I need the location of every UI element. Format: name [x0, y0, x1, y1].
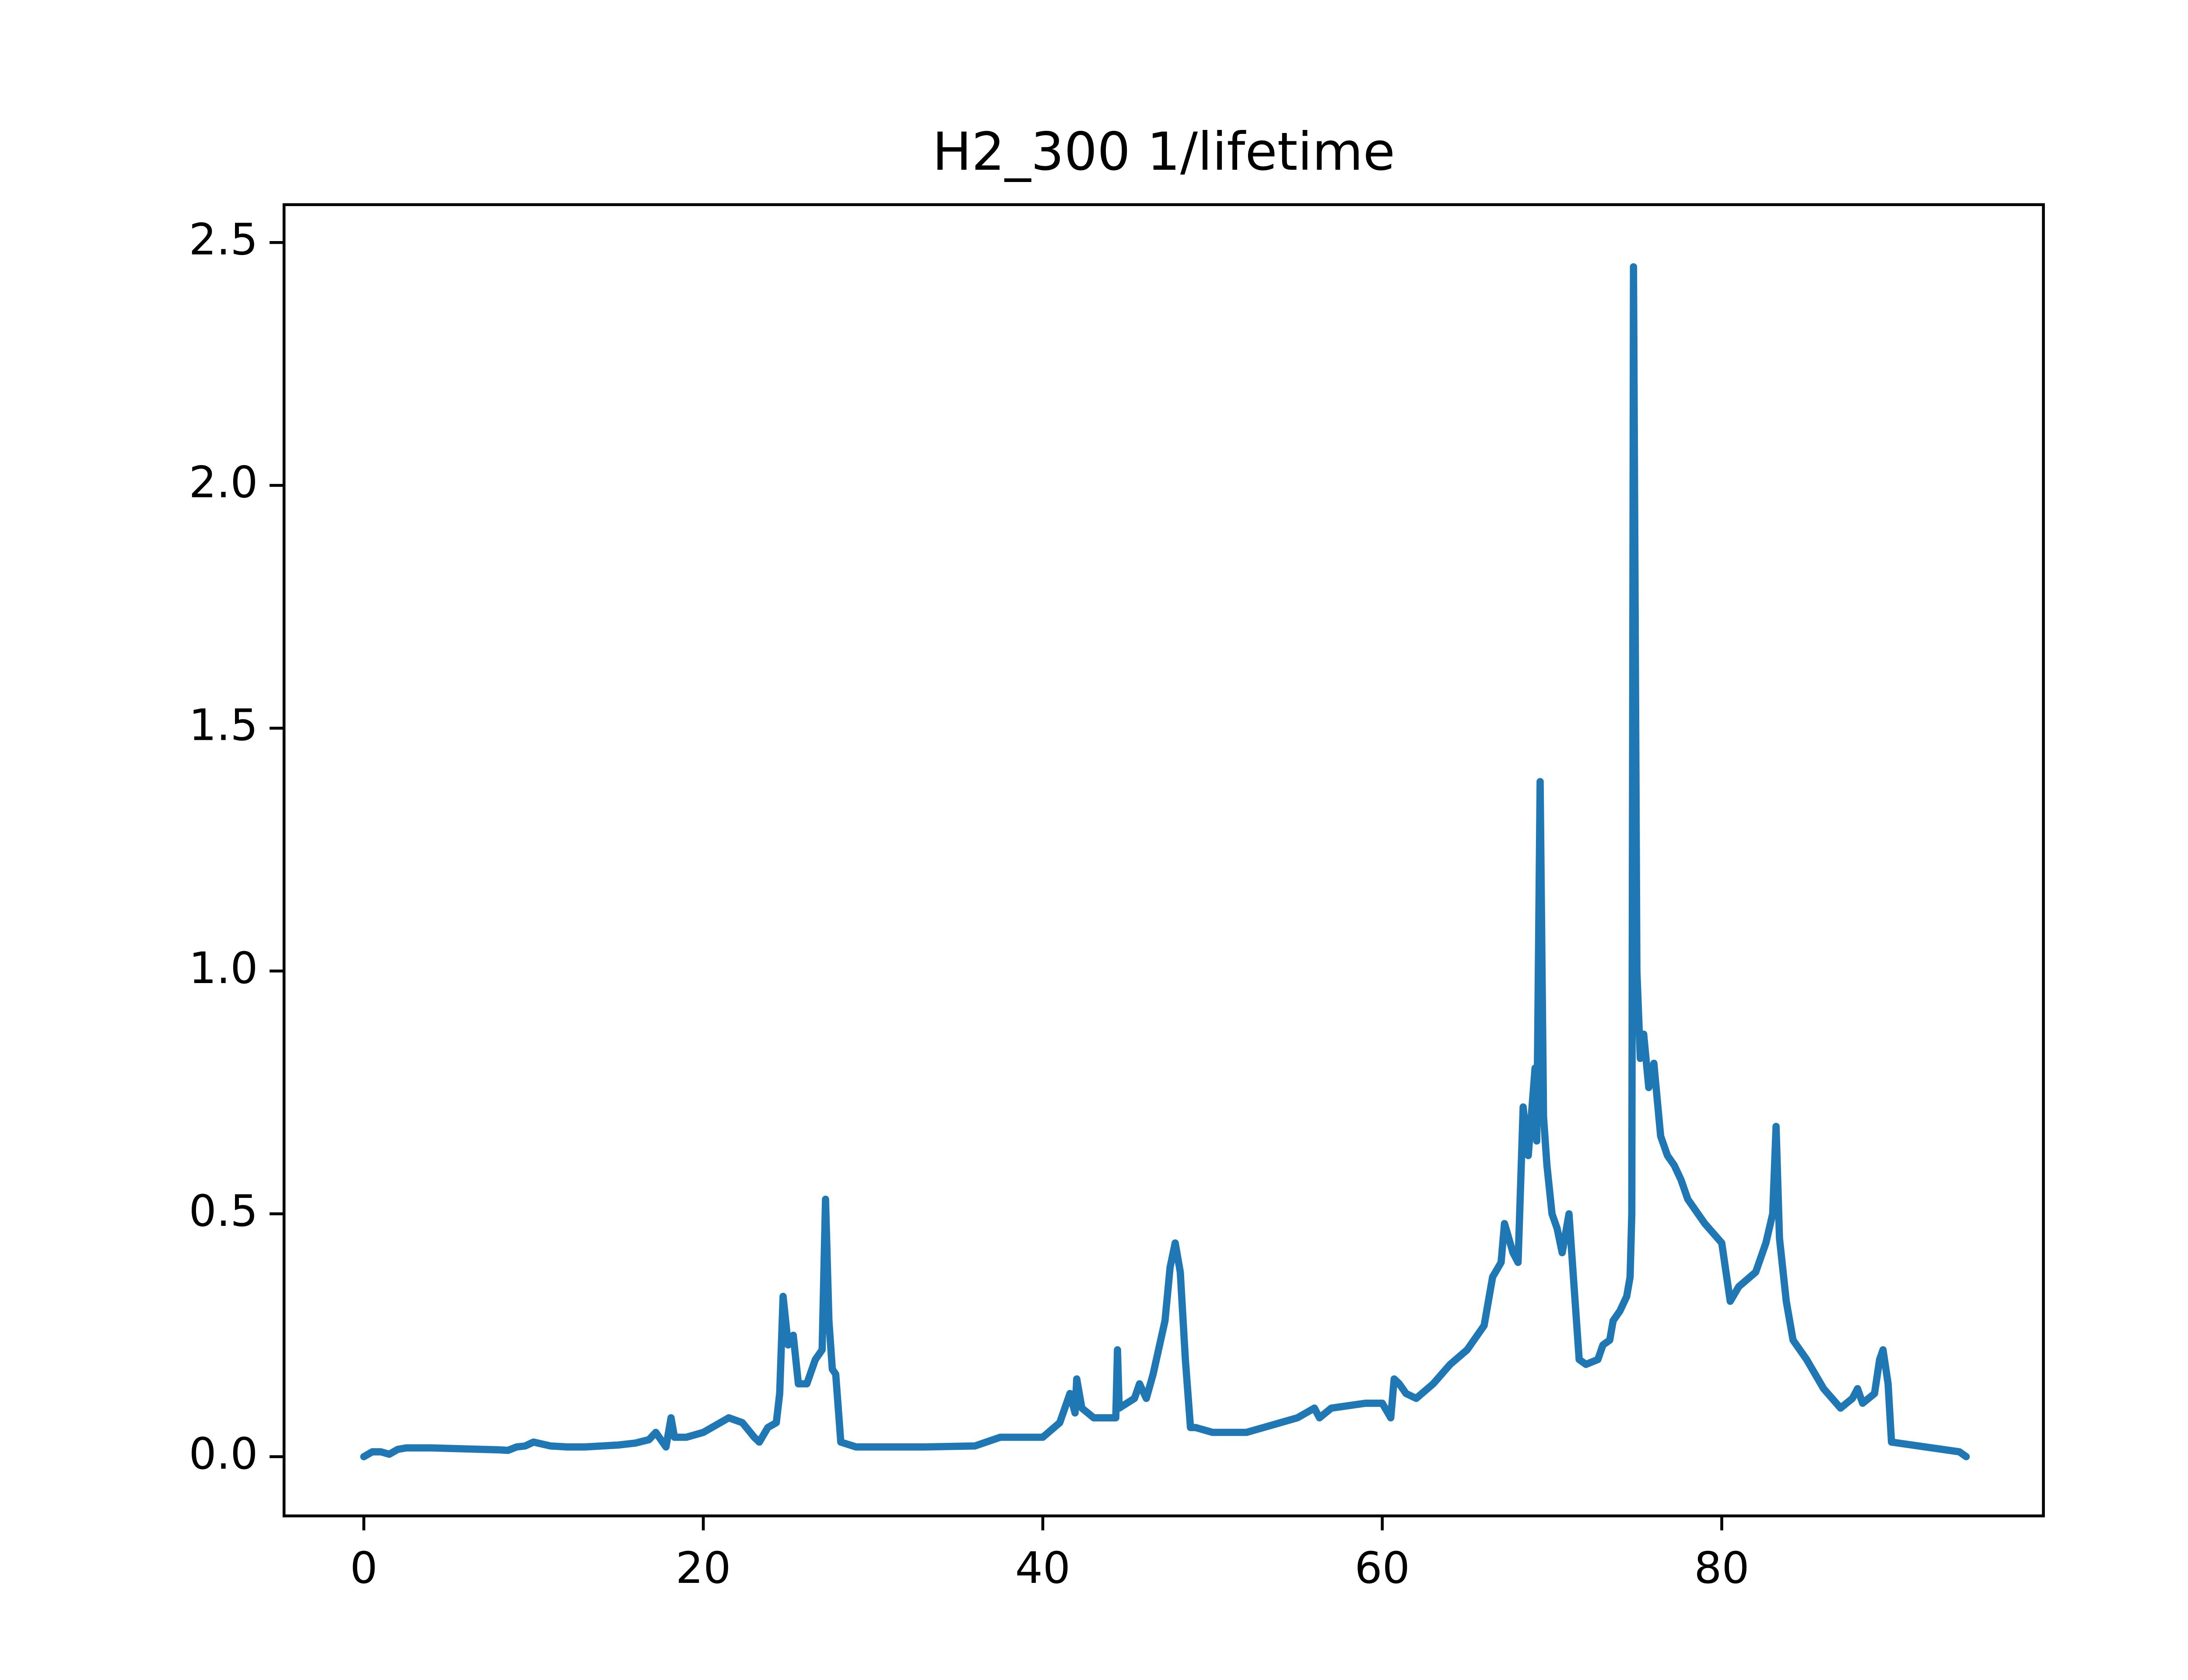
y-tick-label: 2.0	[189, 458, 258, 508]
x-tick-label: 0	[350, 1543, 378, 1593]
y-tick-label: 1.0	[189, 943, 258, 994]
x-tick-label: 40	[1015, 1543, 1070, 1593]
x-tick-label: 80	[1694, 1543, 1749, 1593]
x-tick-label: 60	[1355, 1543, 1410, 1593]
y-tick-label: 1.5	[189, 700, 258, 751]
data-line	[360, 263, 1970, 1460]
chart-title: H2_300 1/lifetime	[933, 122, 1395, 182]
plot-frame	[282, 203, 2045, 1518]
y-tick-label: 0.0	[189, 1429, 258, 1479]
y-tick-label: 2.5	[189, 215, 258, 265]
y-tick-label: 0.5	[189, 1186, 258, 1236]
x-tick-label: 20	[676, 1543, 731, 1593]
